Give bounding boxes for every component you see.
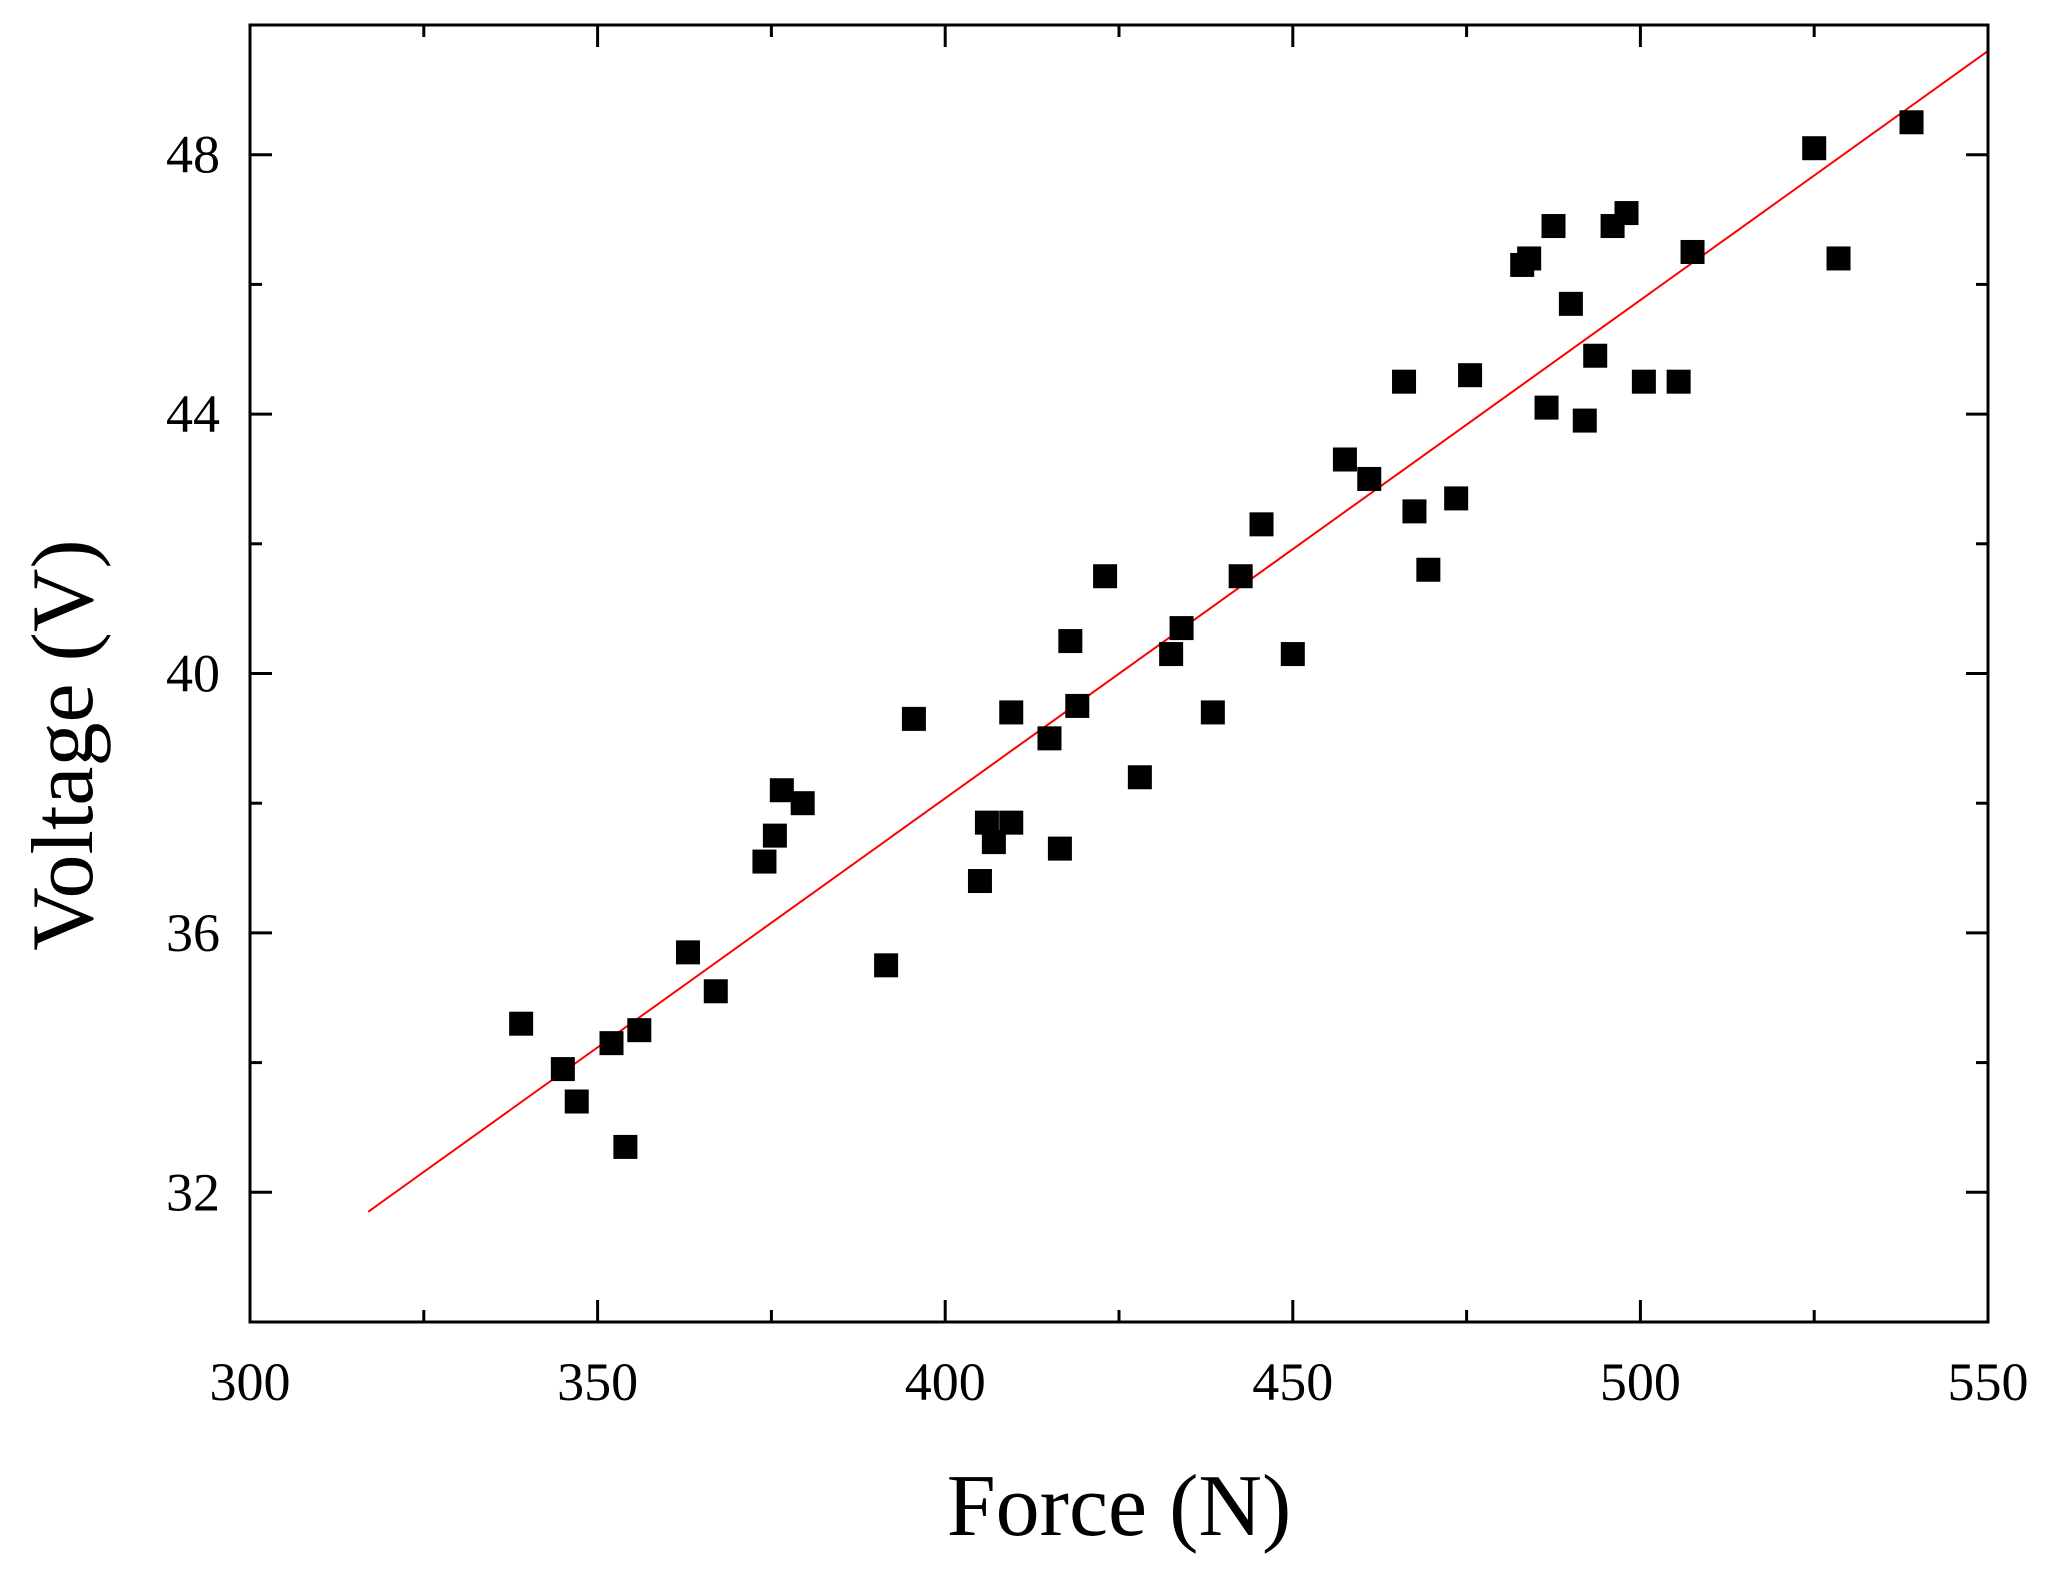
x-tick-label: 350 (557, 1352, 638, 1412)
data-point (1065, 693, 1090, 718)
data-point (1458, 363, 1483, 388)
x-axis-title: Force (N) (947, 1458, 1292, 1555)
data-point (1666, 369, 1691, 394)
data-point (769, 778, 794, 803)
x-tick-label: 400 (905, 1352, 986, 1412)
data-point (1534, 395, 1559, 420)
y-tick-label: 40 (166, 644, 220, 704)
data-point (613, 1134, 638, 1159)
y-tick-label: 48 (166, 125, 220, 185)
data-point (564, 1089, 589, 1114)
y-axis-title: Voltage (V) (15, 539, 112, 950)
x-tick-label: 450 (1252, 1352, 1333, 1412)
data-point (1572, 408, 1597, 433)
data-point (1159, 642, 1184, 667)
data-point (967, 869, 992, 894)
data-point (1614, 201, 1639, 226)
data-point (790, 791, 815, 816)
y-tick-label: 36 (166, 903, 220, 963)
x-tick-label: 550 (1948, 1352, 2029, 1412)
data-point (999, 700, 1024, 725)
data-point (1416, 557, 1441, 582)
y-tick-label: 44 (166, 384, 220, 444)
data-point (1169, 616, 1194, 641)
data-point (1357, 466, 1382, 491)
data-point (752, 849, 777, 874)
x-tick-label: 300 (210, 1352, 291, 1412)
data-point (703, 979, 728, 1004)
data-point (627, 1018, 652, 1043)
data-point (1200, 700, 1225, 725)
data-point (509, 1011, 534, 1036)
data-point (1392, 369, 1417, 394)
data-point (550, 1057, 575, 1082)
data-point (1058, 629, 1083, 654)
data-point (1047, 836, 1072, 861)
data-point (1583, 343, 1608, 368)
data-point (1127, 765, 1152, 790)
data-point (1228, 564, 1253, 589)
data-point (1444, 486, 1469, 511)
data-point (1899, 110, 1924, 135)
data-point (1280, 642, 1305, 667)
data-point (874, 953, 899, 978)
data-point (999, 810, 1024, 835)
data-point (762, 823, 787, 848)
data-point (1541, 214, 1566, 239)
data-point (1826, 246, 1851, 271)
data-point (1249, 512, 1274, 537)
data-point (1402, 499, 1427, 524)
data-point (1093, 564, 1118, 589)
data-point (599, 1031, 624, 1056)
data-point (1802, 136, 1827, 161)
plot-frame (248, 23, 1990, 1324)
x-tick-label: 500 (1600, 1352, 1681, 1412)
tick-labels: 300 350 400 450 500 550 32 36 40 44 48 (166, 125, 2029, 1412)
data-point (675, 940, 700, 965)
data-point (1332, 447, 1357, 472)
data-point (1558, 291, 1583, 316)
data-point (901, 706, 926, 731)
data-point (1631, 369, 1656, 394)
data-point (1517, 246, 1542, 271)
data-point (1037, 726, 1062, 751)
y-tick-label: 32 (166, 1162, 220, 1222)
data-point (1680, 239, 1705, 264)
plot-marks (367, 50, 1989, 1213)
